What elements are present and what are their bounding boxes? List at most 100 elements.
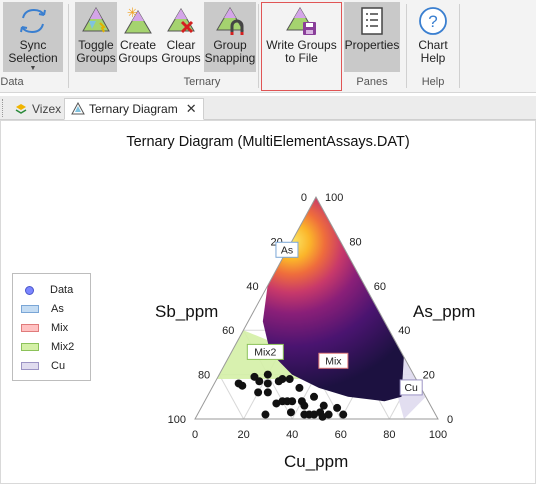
toggle-groups-icon bbox=[82, 6, 110, 33]
ribbon-separator bbox=[406, 4, 407, 88]
tick-label-right: 60 bbox=[374, 281, 386, 293]
sample-point bbox=[255, 377, 264, 386]
group-label-text: Cu bbox=[404, 382, 418, 394]
legend-swatch bbox=[21, 305, 39, 313]
sample-point bbox=[261, 410, 270, 419]
legend-item-as: As bbox=[21, 303, 64, 315]
tick-label-right: 40 bbox=[398, 325, 410, 337]
clear-groups-label: Clear Groups bbox=[161, 38, 201, 65]
tab-vizex-label: Vizex bbox=[32, 102, 62, 116]
chart-title: Ternary Diagram (MultiElementAssays.DAT) bbox=[126, 134, 410, 150]
group-label-text: As bbox=[281, 244, 293, 256]
create-groups-label: Create Groups bbox=[118, 38, 158, 65]
ribbon-toolbar: Sync Selection ▼ Toggle Groups ✳ Create … bbox=[0, 0, 536, 93]
sample-point bbox=[263, 379, 272, 388]
group-snapping-button[interactable]: Group Snapping bbox=[204, 2, 256, 72]
close-icon[interactable]: ✕ bbox=[185, 101, 197, 116]
legend-label: As bbox=[51, 303, 64, 315]
sample-point bbox=[254, 388, 263, 397]
group-label-text: Mix2 bbox=[254, 346, 276, 358]
legend-swatch bbox=[21, 362, 39, 370]
legend-marker bbox=[25, 285, 34, 295]
sample-point bbox=[310, 410, 319, 419]
sample-point bbox=[263, 388, 272, 397]
help-icon: ? bbox=[419, 7, 447, 35]
clear-groups-button[interactable]: Clear Groups bbox=[161, 2, 201, 72]
create-groups-button[interactable]: ✳ Create Groups bbox=[118, 2, 158, 72]
properties-label: Properties bbox=[344, 38, 400, 52]
tick-label-left: 80 bbox=[198, 370, 210, 382]
sync-selection-label: Sync Selection bbox=[8, 38, 58, 65]
sample-point bbox=[285, 375, 294, 384]
write-groups-to-file-label: Write Groups to File bbox=[266, 38, 337, 65]
ribbon-separator bbox=[258, 4, 259, 88]
sample-point bbox=[319, 401, 328, 410]
group-label-text: Mix bbox=[325, 355, 342, 367]
sample-point bbox=[278, 375, 287, 384]
sync-selection-button[interactable]: Sync Selection ▼ bbox=[3, 2, 63, 72]
group-snapping-label: Group Snapping bbox=[204, 38, 256, 65]
tick-label-bottom: 40 bbox=[286, 429, 298, 441]
sync-arrows-icon bbox=[20, 8, 46, 34]
create-groups-icon: ✳ bbox=[124, 6, 152, 34]
sample-point bbox=[272, 399, 281, 408]
properties-icon bbox=[361, 7, 383, 35]
group-label-help: Help bbox=[421, 76, 445, 88]
legend-item-cu: Cu bbox=[21, 360, 65, 372]
tick-label-right: 20 bbox=[423, 370, 435, 382]
ribbon-separator bbox=[68, 4, 69, 88]
vizex-layers-icon bbox=[15, 104, 27, 114]
chart-help-button[interactable]: ? Chart Help bbox=[413, 2, 453, 72]
tick-label-right: 80 bbox=[349, 236, 361, 248]
properties-button[interactable]: Properties bbox=[344, 2, 400, 72]
sample-point bbox=[339, 410, 348, 419]
tick-label-bottom: 100 bbox=[429, 429, 447, 441]
tick-label-right: 100 bbox=[325, 192, 343, 204]
legend-item-mix2: Mix2 bbox=[21, 341, 74, 353]
tab-vizex[interactable]: Vizex bbox=[8, 98, 67, 120]
sample-point bbox=[263, 370, 272, 379]
tab-ternary-diagram[interactable]: Ternary Diagram ✕ bbox=[64, 98, 204, 120]
group-label-box bbox=[399, 379, 423, 396]
chart-help-label: Chart Help bbox=[418, 38, 448, 65]
ternary-triangle-icon bbox=[71, 102, 85, 115]
sample-point bbox=[286, 408, 295, 417]
legend-label: Cu bbox=[51, 360, 66, 372]
group-label-box bbox=[275, 241, 299, 258]
dropdown-arrow-icon: ▼ bbox=[29, 65, 37, 72]
ribbon-separator bbox=[459, 4, 460, 88]
tick-label-left: 0 bbox=[301, 192, 307, 204]
grid-line bbox=[218, 374, 245, 420]
legend-item-data: Data bbox=[21, 284, 73, 296]
axis-label-right: As_ppm bbox=[413, 302, 476, 321]
group-label-box bbox=[318, 352, 349, 369]
group-label-box bbox=[246, 343, 284, 360]
tick-label-bottom: 80 bbox=[383, 429, 395, 441]
sample-point bbox=[333, 403, 342, 412]
group-label-panes: Panes bbox=[356, 76, 388, 88]
legend-item-mix: Mix bbox=[21, 322, 68, 334]
magnet-icon bbox=[216, 7, 244, 35]
group-label-data: Data bbox=[0, 76, 24, 88]
legend-label: Mix2 bbox=[51, 341, 75, 353]
chart-legend: Data As Mix Mix2 Cu bbox=[12, 273, 91, 381]
svg-text:?: ? bbox=[428, 12, 437, 31]
tick-label-bottom: 20 bbox=[237, 429, 249, 441]
axis-label-bottom: Cu_ppm bbox=[284, 452, 349, 471]
sample-point bbox=[295, 383, 304, 392]
tick-label-left: 60 bbox=[222, 325, 234, 337]
sample-point bbox=[324, 410, 333, 419]
save-groups-icon bbox=[285, 7, 316, 35]
toggle-groups-button[interactable]: Toggle Groups bbox=[75, 2, 117, 72]
clear-groups-icon bbox=[167, 8, 195, 34]
legend-swatch bbox=[21, 343, 39, 351]
tick-label-left: 100 bbox=[168, 414, 186, 426]
tick-label-bottom: 60 bbox=[335, 429, 347, 441]
ternary-frame bbox=[194, 195, 439, 420]
sample-point bbox=[300, 401, 309, 410]
group-label-ternary: Ternary bbox=[183, 76, 221, 88]
svg-text:✳: ✳ bbox=[127, 6, 138, 21]
legend-label: Mix bbox=[51, 322, 69, 334]
write-groups-to-file-button[interactable]: Write Groups to File bbox=[261, 2, 342, 72]
